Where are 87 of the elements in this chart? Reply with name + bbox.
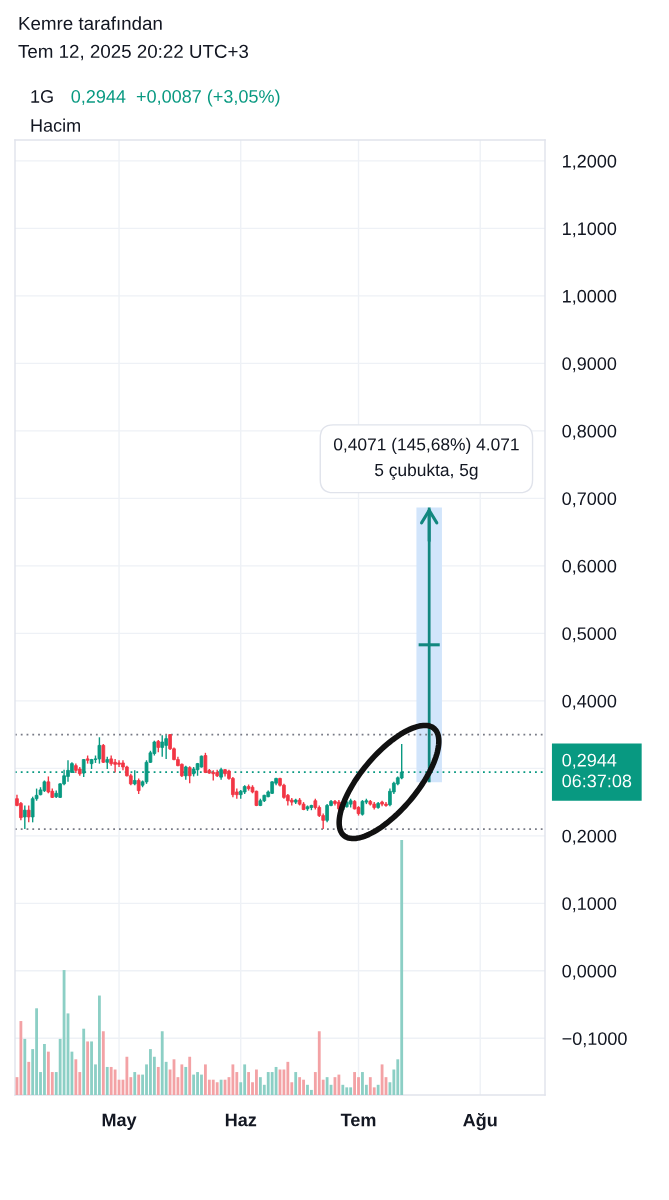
x-tick-label: May bbox=[102, 1113, 137, 1130]
bar bbox=[349, 1087, 353, 1095]
bar bbox=[306, 1084, 309, 1095]
bar bbox=[200, 1074, 203, 1095]
y-tick-label: 0,2000 bbox=[562, 829, 617, 845]
bar bbox=[211, 1079, 215, 1095]
bar bbox=[97, 995, 101, 1095]
bar bbox=[345, 1087, 349, 1095]
y-tick-label: 0,9000 bbox=[562, 357, 617, 373]
bar bbox=[247, 1072, 251, 1095]
candlestick bbox=[22, 804, 27, 830]
bar bbox=[109, 1066, 113, 1095]
candlestick bbox=[97, 736, 102, 765]
candlestick bbox=[101, 743, 106, 764]
bar bbox=[192, 1074, 196, 1095]
bar bbox=[35, 1008, 39, 1095]
bar bbox=[368, 1077, 372, 1095]
ref-line-label: 0,2944 06:37:08 bbox=[562, 753, 632, 788]
bar bbox=[43, 1044, 46, 1095]
x-tick-label: Ağu bbox=[463, 1113, 497, 1131]
x-tick-label: Haz bbox=[225, 1113, 257, 1127]
y-tick-label: 0,6000 bbox=[562, 559, 617, 575]
bar bbox=[255, 1069, 258, 1095]
bar bbox=[302, 1079, 305, 1095]
x-tick-label: Tem bbox=[340, 1113, 376, 1127]
bar bbox=[258, 1077, 262, 1095]
candlestick bbox=[160, 734, 165, 758]
bar bbox=[180, 1064, 184, 1095]
bar bbox=[294, 1072, 298, 1095]
bar bbox=[82, 1028, 86, 1095]
bar bbox=[337, 1074, 341, 1095]
candlestick bbox=[19, 801, 23, 822]
bar bbox=[160, 1031, 164, 1095]
bar bbox=[400, 840, 404, 1095]
candlestick bbox=[66, 759, 70, 783]
text: Tem 12, 2025 20:22 UTC+3 bbox=[18, 44, 249, 61]
bar bbox=[105, 1066, 109, 1095]
data-label: 0,4071 (145,68%) 4.071 5 çubukta, 5g bbox=[333, 437, 519, 480]
bar bbox=[231, 1064, 235, 1095]
bar bbox=[101, 1031, 105, 1095]
y-tick-label: 0,8000 bbox=[562, 424, 617, 440]
bar bbox=[184, 1066, 188, 1095]
bar bbox=[133, 1072, 137, 1095]
chart-title: Hacim bbox=[31, 118, 80, 132]
candlestick bbox=[164, 734, 168, 760]
bar bbox=[19, 1021, 23, 1095]
y-tick-label: 0,7000 bbox=[562, 492, 617, 508]
y-tick-label: 0,4000 bbox=[562, 694, 617, 710]
bar bbox=[86, 1041, 90, 1095]
bar bbox=[243, 1064, 247, 1095]
bar bbox=[137, 1074, 141, 1095]
bar bbox=[341, 1084, 345, 1095]
y-tick-label: 0,5000 bbox=[562, 627, 617, 643]
y-tick-label: 0,1000 bbox=[562, 897, 617, 913]
bar bbox=[266, 1072, 270, 1095]
bar bbox=[353, 1072, 357, 1095]
bar bbox=[23, 1038, 27, 1095]
bar bbox=[113, 1069, 117, 1095]
bar bbox=[203, 1064, 207, 1095]
bar bbox=[46, 1051, 50, 1095]
y-tick-label: 1,2000 bbox=[563, 154, 617, 170]
bar bbox=[125, 1056, 129, 1095]
bar bbox=[219, 1079, 223, 1095]
bar bbox=[188, 1056, 192, 1095]
candlestick bbox=[113, 758, 117, 774]
bar bbox=[74, 1059, 78, 1095]
bar bbox=[27, 1061, 31, 1095]
bar bbox=[376, 1084, 380, 1095]
y-tick-label: 1,0000 bbox=[563, 289, 617, 305]
bar bbox=[361, 1072, 364, 1095]
bar bbox=[90, 1041, 93, 1095]
bar bbox=[196, 1072, 199, 1095]
bar bbox=[215, 1082, 219, 1095]
y-tick-label: −0,1000 bbox=[562, 1032, 627, 1048]
bar bbox=[317, 1031, 321, 1095]
chart-subtitle: 0,2944 +0,0087 (+3,05%) bbox=[71, 89, 280, 107]
text: Kemre tarafından bbox=[19, 16, 162, 31]
bar bbox=[286, 1061, 290, 1095]
bar bbox=[149, 1049, 152, 1095]
chart-title: 1G bbox=[31, 90, 53, 103]
y-tick-label: 1,1000 bbox=[563, 222, 617, 238]
candlestick bbox=[325, 803, 329, 824]
bar bbox=[309, 1089, 313, 1095]
y-tick-label: 0,0000 bbox=[562, 964, 617, 980]
bar bbox=[325, 1077, 329, 1095]
bar bbox=[156, 1066, 160, 1095]
bar bbox=[298, 1077, 302, 1095]
